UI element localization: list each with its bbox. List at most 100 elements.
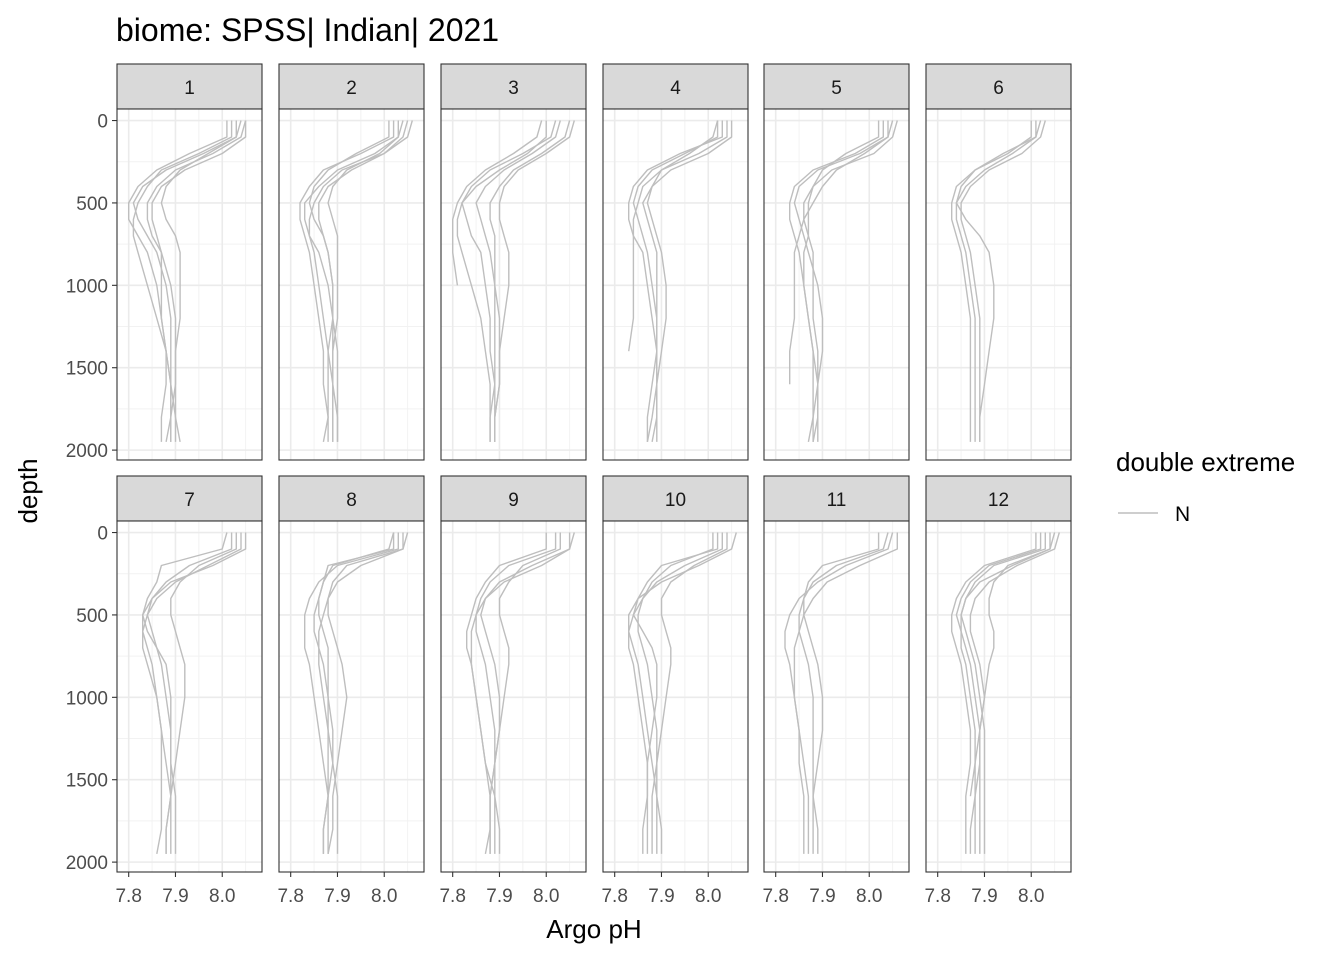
panel-background (926, 521, 1071, 872)
facet-panel-1: 1 0 500 1000 1500 2000 (66, 63, 263, 462)
panel-border (602, 108, 749, 461)
panel-background (926, 109, 1071, 460)
facet-strip (440, 475, 587, 522)
profile-line (789, 120, 894, 385)
panel-border (602, 520, 749, 873)
profile-line (960, 120, 1046, 442)
profile-line (141, 532, 247, 854)
x-tick-label: 7.9 (809, 886, 835, 907)
profile-line (789, 120, 884, 442)
profile-line (969, 532, 1060, 854)
panel-border (440, 520, 587, 873)
profile-line (951, 532, 1037, 854)
panel-border (278, 520, 425, 873)
y-tick-label: 1500 (66, 359, 108, 380)
profile-line (318, 532, 395, 854)
profile-line (466, 532, 547, 854)
x-tick-label: 7.8 (762, 886, 788, 907)
facet-strip (440, 63, 587, 110)
chart-title: biome: SPSS| Indian| 2021 (116, 12, 499, 48)
x-tick-label: 7.9 (971, 886, 997, 907)
profile-line (160, 120, 242, 442)
panel-background (441, 521, 586, 872)
profile-line (803, 120, 880, 443)
profile-line (637, 532, 723, 854)
panel-border (116, 520, 263, 873)
x-tick-label: 8.0 (371, 886, 397, 907)
panel-border (278, 108, 425, 461)
facet-panel-6: 6 (925, 63, 1072, 461)
x-tick-label: 8.0 (533, 886, 559, 907)
profile-line (452, 120, 543, 286)
facet-panel-9: 9 7.8 7.9 8.0 (439, 475, 587, 907)
profile-line (955, 532, 1042, 797)
profile-line (793, 532, 898, 854)
x-tick-label: 7.9 (324, 886, 350, 907)
profile-line (132, 120, 238, 442)
facet-panel-11: 11 7.8 7.9 8.0 (762, 475, 910, 907)
panel-background (117, 521, 262, 872)
profile-line (475, 120, 561, 442)
facet-strip-label: 12 (988, 490, 1009, 511)
legend-label-n: N (1175, 503, 1190, 526)
profile-line (318, 532, 409, 854)
facet-strip-label: 5 (831, 78, 842, 99)
facet-strip-label: 4 (670, 78, 681, 99)
panel-border (763, 108, 910, 461)
profile-line (141, 532, 228, 855)
profile-line (308, 120, 413, 442)
facet-strip (116, 63, 263, 110)
y-tick-label: 1000 (66, 688, 108, 709)
profile-line (489, 120, 571, 442)
profile-line (798, 532, 889, 854)
y-tick-label: 2000 (66, 441, 108, 462)
facet-strip-label: 6 (993, 78, 1004, 99)
x-tick-label: 8.0 (1018, 886, 1044, 907)
profile-line (461, 120, 557, 442)
profile-line (632, 120, 719, 442)
profile-line (456, 120, 547, 442)
profile-line (628, 532, 737, 854)
facet-strip-label: 3 (508, 78, 519, 99)
panel-border (925, 520, 1072, 873)
x-axis-title: Argo pH (546, 914, 641, 944)
x-tick-label: 8.0 (695, 886, 721, 907)
profile-line (979, 532, 1051, 854)
x-tick-label: 7.9 (162, 886, 188, 907)
y-tick-label: 500 (76, 606, 108, 627)
profile-line (646, 120, 728, 443)
panel-border (116, 108, 263, 461)
facet-panel-2: 2 (278, 63, 425, 461)
x-tick-label: 7.8 (924, 886, 950, 907)
profile-line (170, 532, 238, 854)
facet-strip-label: 1 (184, 78, 195, 99)
x-tick-label: 7.9 (486, 886, 512, 907)
facet-strip-label: 2 (346, 78, 357, 99)
facet-panel-7: 7 0 500 1000 1500 2000 7.8 7.9 8.0 (66, 475, 263, 907)
profile-line (304, 532, 399, 854)
profile-line (308, 120, 390, 442)
y-tick-label: 2000 (66, 853, 108, 874)
profile-line (960, 532, 1047, 854)
profile-line (784, 532, 894, 854)
panel-border (763, 520, 910, 873)
facet-strip-label: 7 (184, 490, 195, 511)
legend-title: double extreme (1116, 447, 1295, 477)
facet-strip-label: 10 (665, 490, 686, 511)
facet-strip (602, 63, 749, 110)
facet-strip (278, 475, 425, 522)
x-tick-label: 7.8 (601, 886, 627, 907)
panel-background (764, 521, 909, 872)
x-tick-label: 8.0 (209, 886, 235, 907)
profile-line (475, 532, 557, 854)
profile-line (470, 532, 575, 854)
facet-strip-label: 8 (346, 490, 357, 511)
y-tick-label: 0 (97, 112, 108, 133)
profile-line (803, 532, 880, 854)
profile-line (327, 532, 404, 855)
panel-border (925, 108, 1072, 461)
x-tick-label: 7.9 (648, 886, 674, 907)
facet-panel-3: 3 (440, 63, 587, 461)
